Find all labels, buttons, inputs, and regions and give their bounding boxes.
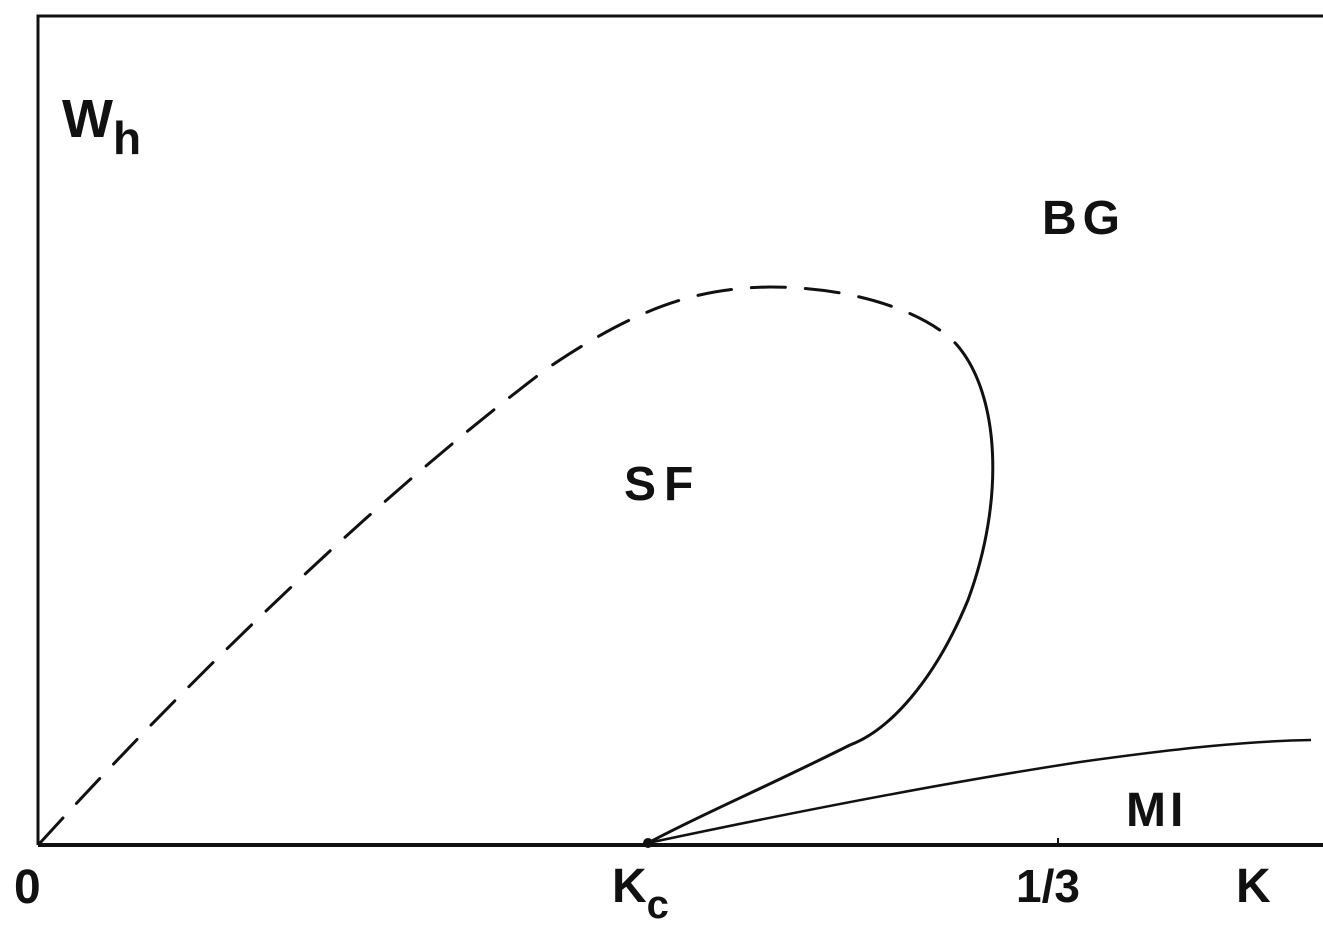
y-axis-label-subscript: h (113, 112, 141, 164)
mi-bg-boundary (647, 738, 1312, 845)
sf-bg-solid-boundary (647, 344, 995, 845)
x-tick-zero: 0 (14, 861, 41, 914)
x-tick-one-third: 1/3 (1016, 860, 1080, 912)
x-axis-label: K (1236, 860, 1271, 913)
sf-bg-dashed-boundary (38, 285, 959, 845)
plot-frame (36, 14, 1323, 845)
y-axis-label: Wh (62, 89, 141, 164)
x-tick-kc-main: K (612, 860, 647, 913)
kc-critical-point (643, 838, 653, 848)
y-axis-label-main: W (62, 89, 113, 149)
region-label-mi: MI (1126, 784, 1187, 837)
x-tick-kc: Kc (612, 860, 669, 927)
region-label-bg: BG (1042, 192, 1126, 245)
x-tick-kc-subscript: c (647, 883, 669, 927)
region-label-sf: SF (624, 458, 701, 511)
